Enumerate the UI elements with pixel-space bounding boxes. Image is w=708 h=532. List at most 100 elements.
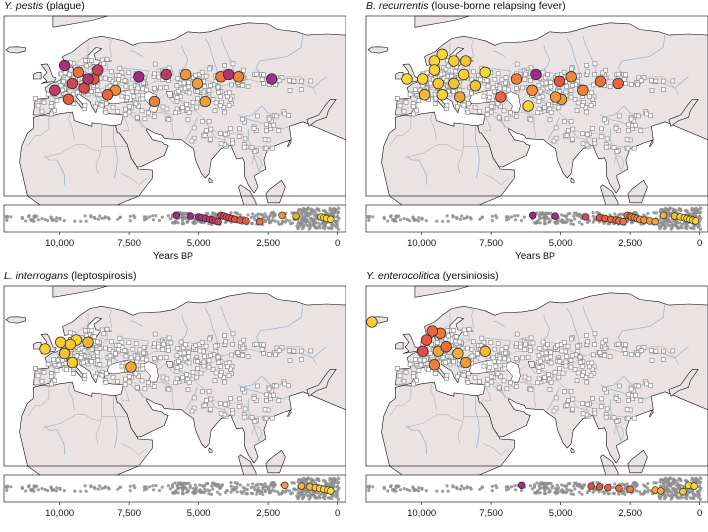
sample-site-square xyxy=(143,387,147,391)
sample-site-square xyxy=(136,86,140,90)
sample-site-square xyxy=(625,138,629,142)
timeline-sample-dot xyxy=(638,490,641,493)
timeline-sample-dot xyxy=(601,490,604,493)
sample-site-square xyxy=(92,335,96,339)
sample-site-square xyxy=(46,362,50,366)
timeline-positive-marker xyxy=(187,213,194,220)
sample-site-square xyxy=(120,94,124,98)
timeline-positive-marker xyxy=(327,216,334,223)
sample-site-square xyxy=(467,327,471,331)
timeline-sample-dot xyxy=(302,217,305,220)
sample-site-square xyxy=(491,86,495,90)
sample-site-square xyxy=(548,388,552,392)
timeline-sample-dot xyxy=(333,494,336,497)
sample-site-square xyxy=(504,75,508,79)
sample-site-square xyxy=(169,341,173,345)
sample-site-square xyxy=(580,374,584,378)
sample-site-square xyxy=(187,351,191,355)
timeline-sample-dot xyxy=(263,215,266,218)
timeline-sample-dot xyxy=(267,486,270,489)
sample-site-square xyxy=(593,332,597,336)
timeline-sample-dot xyxy=(668,490,671,493)
sample-site-square xyxy=(72,372,76,376)
sample-site-square xyxy=(553,370,557,374)
sample-site-square xyxy=(260,77,264,81)
sample-site-square xyxy=(446,329,450,333)
sample-site-square xyxy=(581,142,585,146)
timeline-sample-dot xyxy=(435,490,438,493)
timeline-sample-dot xyxy=(269,221,272,224)
sample-site-square xyxy=(55,369,59,373)
sample-site-square xyxy=(283,382,287,386)
sample-site-square xyxy=(507,88,511,92)
sample-site-square xyxy=(287,78,291,82)
timeline-sample-dot xyxy=(73,490,76,493)
sample-site-square xyxy=(593,73,597,77)
positive-sample-marker xyxy=(134,72,145,83)
timeline-sample-dot xyxy=(246,488,249,491)
sample-site-square xyxy=(500,78,504,82)
sample-site-square xyxy=(200,120,204,124)
sample-site-square xyxy=(175,96,179,100)
timeline-sample-dot xyxy=(276,220,279,223)
timeline-sample-dot xyxy=(451,485,454,488)
timeline-sample-dot xyxy=(173,221,176,224)
timeline-sample-dot xyxy=(236,490,239,493)
timeline-sample-dot xyxy=(674,490,677,493)
timeline-sample-dot xyxy=(572,484,575,487)
sample-site-square xyxy=(452,328,456,332)
positive-sample-marker xyxy=(429,360,440,371)
sample-site-square xyxy=(528,78,532,82)
timeline-sample-dot xyxy=(251,222,254,225)
timeline-sample-dot xyxy=(668,220,671,223)
sample-site-square xyxy=(636,114,640,118)
timeline-sample-dot xyxy=(100,217,103,220)
sample-site-square xyxy=(581,402,585,406)
timeline-sample-dot xyxy=(538,214,541,217)
timeline-sample-dot xyxy=(557,486,560,489)
sample-site-square xyxy=(277,129,281,133)
sample-site-square xyxy=(537,366,541,370)
timeline-sample-dot xyxy=(555,222,558,225)
timeline-sample-dot xyxy=(152,218,155,221)
sample-site-square xyxy=(166,348,170,352)
timeline-sample-dot xyxy=(279,222,282,225)
timeline-sample-dot xyxy=(296,226,299,229)
timeline-sample-dot xyxy=(510,215,513,218)
sample-site-square xyxy=(457,340,461,344)
sample-site-square xyxy=(649,78,653,82)
timeline-sample-dot xyxy=(646,490,649,493)
positive-sample-marker xyxy=(102,90,113,101)
sample-site-square xyxy=(231,411,235,415)
sample-site-square xyxy=(470,91,474,95)
sample-site-square xyxy=(433,92,437,96)
sample-site-square xyxy=(254,342,258,346)
sample-site-square xyxy=(524,342,528,346)
timeline-sample-dot xyxy=(573,217,576,220)
sample-site-square xyxy=(96,358,100,362)
sample-site-square xyxy=(629,387,633,391)
timeline-sample-dot xyxy=(312,220,315,223)
timeline-sample-dot xyxy=(679,478,682,481)
sample-site-square xyxy=(531,341,535,345)
timeline-sample-dot xyxy=(290,481,293,484)
sample-site-square xyxy=(543,105,547,109)
time-axis-tick-label: 2,500 xyxy=(618,508,642,519)
timeline-sample-dot xyxy=(399,488,402,491)
sample-site-square xyxy=(231,62,235,66)
sample-site-square xyxy=(485,79,489,83)
sample-site-square xyxy=(90,58,94,62)
sample-site-square xyxy=(146,111,150,115)
timeline-sample-dot xyxy=(664,496,667,499)
sample-site-square xyxy=(252,126,256,130)
sample-site-square xyxy=(179,340,183,344)
sample-site-square xyxy=(224,132,228,136)
sample-site-square xyxy=(165,377,169,381)
sample-site-square xyxy=(75,354,79,358)
sample-site-square xyxy=(262,73,266,77)
timeline-sample-dot xyxy=(572,223,575,226)
timeline-sample-dot xyxy=(460,214,463,217)
timeline-sample-dot xyxy=(255,214,258,217)
sample-site-square xyxy=(557,105,561,109)
